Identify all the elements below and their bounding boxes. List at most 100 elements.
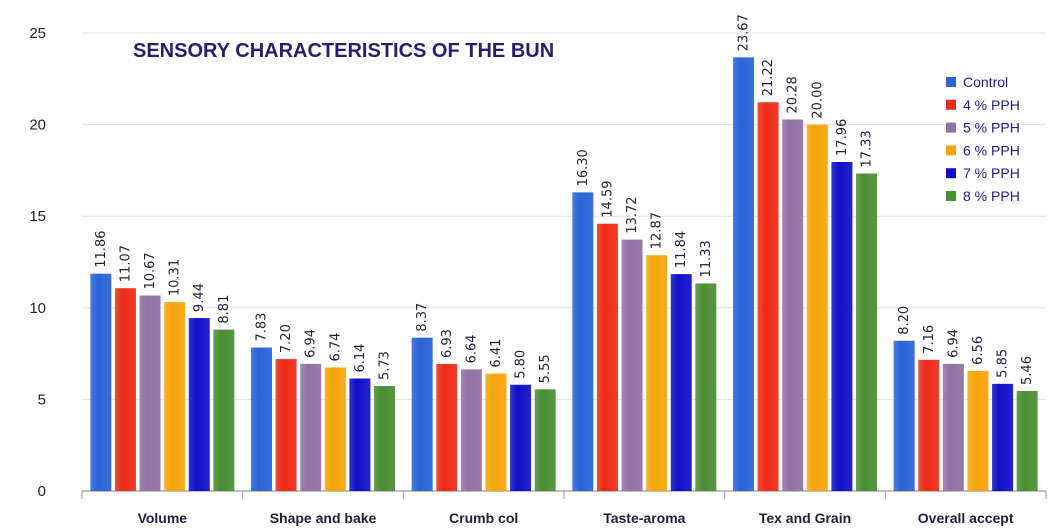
- bars: [90, 57, 1038, 492]
- legend-swatch: [946, 122, 956, 133]
- data-label: 7.16: [922, 325, 937, 354]
- data-label: 6.64: [464, 334, 479, 363]
- data-label: 10.31: [168, 259, 183, 296]
- data-label: 13.72: [625, 196, 640, 233]
- bar: [646, 255, 668, 491]
- category-label: Taste-aroma: [603, 510, 685, 526]
- y-tick-label: 0: [38, 483, 46, 500]
- data-label: 17.96: [835, 119, 850, 156]
- bar: [856, 173, 877, 491]
- data-label: 9.44: [192, 283, 207, 312]
- bar: [534, 389, 556, 491]
- bar: [670, 274, 692, 491]
- category-label: Crumb col: [449, 510, 518, 526]
- bar: [275, 359, 297, 491]
- bar: [572, 192, 594, 491]
- bar: [782, 119, 804, 491]
- y-tick-label: 15: [29, 208, 46, 225]
- data-labels: 11.86 11.07 10.67 10.31 9.44 8.81 7.83 7.20 6.94…: [94, 14, 1035, 385]
- data-label: 6.14: [353, 344, 368, 373]
- data-label: 6.93: [440, 329, 455, 358]
- category-label: Shape and bake: [270, 510, 377, 526]
- data-label: 11.86: [94, 231, 109, 268]
- bar: [1016, 390, 1038, 491]
- bar: [90, 273, 112, 491]
- data-label: 21.22: [761, 59, 776, 96]
- bar: [349, 378, 371, 491]
- bar: [460, 369, 482, 491]
- bar: [942, 363, 964, 491]
- bar: [300, 363, 322, 491]
- bar: [992, 383, 1014, 491]
- bar: [806, 124, 828, 491]
- bar: [893, 340, 915, 491]
- chart-title: SENSORY CHARACTERISTICS OF THE BUN: [133, 40, 554, 62]
- data-label: 11.07: [118, 245, 133, 282]
- legend-label: 6 % PPH: [963, 142, 1020, 158]
- data-label: 6.56: [971, 336, 986, 365]
- grid-lines: [82, 32, 1046, 400]
- data-label: 5.46: [1020, 356, 1035, 385]
- data-label: 11.84: [674, 231, 689, 268]
- legend-swatch: [946, 191, 956, 201]
- data-label: 16.30: [576, 149, 591, 186]
- data-label: 6.94: [304, 329, 319, 358]
- data-label: 6.94: [946, 329, 961, 358]
- bar: [695, 283, 717, 491]
- data-label: 8.20: [897, 306, 912, 335]
- legend: Control 4 % PPH 5 % PPH 6 % PPH 7 % PPH 8 % P…: [946, 74, 1020, 204]
- bar: [324, 367, 346, 491]
- data-label: 5.55: [538, 354, 553, 383]
- data-label: 5.85: [996, 349, 1011, 378]
- legend-label: 5 % PPH: [963, 120, 1020, 136]
- data-label: 8.81: [217, 295, 232, 324]
- bar: [485, 373, 507, 491]
- category-label: Volume: [138, 510, 188, 526]
- legend-swatch: [946, 145, 956, 156]
- data-label: 14.59: [600, 180, 615, 217]
- data-label: 5.73: [378, 351, 393, 380]
- bar: [510, 384, 532, 491]
- bar: [831, 161, 853, 492]
- data-label: 10.67: [143, 252, 158, 289]
- legend-label: Control: [963, 74, 1008, 90]
- data-label: 17.33: [860, 130, 875, 167]
- legend-swatch: [946, 168, 956, 179]
- bar: [139, 295, 161, 491]
- data-label: 23.67: [737, 14, 752, 51]
- bar: [436, 364, 458, 491]
- data-label: 6.74: [328, 333, 343, 362]
- bar: [164, 302, 186, 491]
- bar: [596, 223, 618, 492]
- axes: 0 5 10 15 20 25 Volume Shape and bake Crumb col T…: [29, 25, 1047, 526]
- y-tick-label: 10: [29, 300, 46, 317]
- data-label: 5.80: [514, 350, 529, 379]
- data-label: 20.00: [810, 81, 825, 118]
- bar: [621, 239, 643, 491]
- data-label: 7.83: [255, 313, 270, 342]
- y-tick-label: 25: [29, 25, 46, 42]
- legend-swatch: [946, 99, 956, 110]
- data-label: 20.28: [786, 76, 801, 113]
- data-label: 11.33: [699, 240, 714, 277]
- bar: [757, 102, 779, 491]
- bar: [188, 318, 210, 491]
- legend-label: 8 % PPH: [963, 188, 1020, 204]
- y-tick-label: 20: [29, 117, 46, 134]
- data-label: 7.20: [279, 324, 294, 353]
- bar: [967, 370, 989, 491]
- bar: [213, 329, 235, 491]
- bar: [374, 386, 395, 491]
- category-label: Overall accept: [918, 510, 1014, 526]
- bar: [918, 359, 940, 491]
- data-label: 6.41: [489, 339, 504, 368]
- data-label: 12.87: [650, 212, 665, 249]
- category-label: Tex and Grain: [759, 510, 851, 526]
- y-tick-label: 5: [38, 391, 46, 408]
- bar: [733, 57, 754, 491]
- legend-swatch: [946, 77, 956, 87]
- legend-label: 7 % PPH: [963, 165, 1020, 181]
- bar: [411, 337, 433, 491]
